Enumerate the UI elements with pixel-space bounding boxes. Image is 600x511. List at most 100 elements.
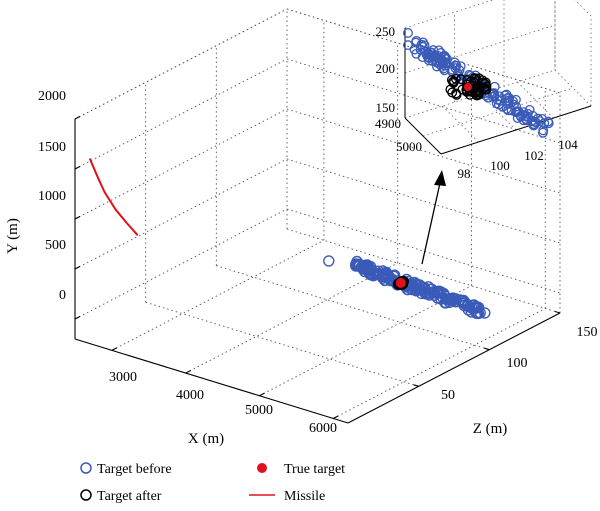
inset-gridline bbox=[404, 0, 494, 29]
inset-target-before-point bbox=[424, 53, 435, 64]
left-wall-gridline bbox=[74, 108, 288, 220]
target-before-point bbox=[464, 301, 476, 313]
legend-label-true-target: True target bbox=[284, 462, 345, 477]
y-tick-mark bbox=[74, 215, 81, 220]
true-target-series bbox=[395, 277, 406, 288]
inset-target-before-point bbox=[426, 50, 437, 61]
target-before-point bbox=[361, 259, 373, 271]
back-wall-gridline bbox=[286, 158, 561, 244]
x-axis-line bbox=[74, 338, 349, 424]
target-before-point bbox=[372, 265, 385, 277]
x-axis-label: X (m) bbox=[188, 431, 224, 447]
inset-z-tick: 98 bbox=[458, 166, 471, 181]
inset-axes-grid bbox=[404, 0, 592, 155]
inset-target-before-point bbox=[537, 127, 548, 138]
y-tick: 500 bbox=[45, 238, 66, 253]
inset-axes: 250 200 150 4900 5000 98 100 102 104 bbox=[375, 0, 592, 181]
legend: Target before Target after True target M… bbox=[80, 462, 345, 504]
inset-target-before-point bbox=[411, 35, 422, 46]
x-tick: 5000 bbox=[245, 403, 273, 418]
target-before-point bbox=[323, 255, 335, 267]
left-wall-gridline bbox=[74, 208, 288, 320]
inset-x-axis-line bbox=[404, 117, 442, 155]
legend-label-target-after: Target after bbox=[97, 489, 162, 504]
inset-z-tick: 100 bbox=[490, 158, 510, 173]
inset-target-after-point bbox=[448, 77, 459, 88]
inset-x-tick: 4900 bbox=[375, 116, 401, 131]
y-tick-mark bbox=[74, 165, 81, 170]
x-tick: 4000 bbox=[176, 388, 204, 403]
floor-gridline bbox=[333, 308, 546, 419]
zoom-arrow-shaft bbox=[421, 182, 441, 265]
inset-target-before-point bbox=[439, 52, 450, 63]
target-before-point bbox=[471, 301, 483, 313]
target-before-point bbox=[457, 294, 470, 307]
y-tick: 0 bbox=[59, 288, 66, 303]
y-tick-mark bbox=[74, 315, 81, 320]
back-wall-gridline bbox=[286, 58, 561, 144]
inset-target-after-point bbox=[471, 73, 482, 84]
inset-y-tick: 150 bbox=[376, 100, 396, 115]
x-tick: 3000 bbox=[109, 370, 137, 385]
x-tick-mark bbox=[185, 369, 191, 374]
y-tick: 1500 bbox=[38, 140, 66, 155]
y-tick: 2000 bbox=[38, 89, 66, 104]
inset-target-before-point bbox=[449, 57, 460, 68]
inset-z-axis-line bbox=[440, 105, 592, 155]
z-tick-mark bbox=[484, 347, 490, 351]
zoom-arrow bbox=[421, 170, 446, 265]
zoom-arrow-head bbox=[434, 170, 446, 186]
inset-target-after-series bbox=[445, 73, 492, 101]
z-axis-label: Z (m) bbox=[473, 421, 508, 437]
target-before-point bbox=[350, 258, 362, 270]
target-before-point bbox=[365, 265, 377, 277]
y-tick-mark bbox=[74, 265, 81, 270]
floor-gridline bbox=[185, 262, 398, 374]
z-tick-mark bbox=[413, 384, 419, 387]
inset-box-edge bbox=[574, 0, 592, 17]
inset-true-target-point bbox=[464, 83, 472, 91]
box-edge bbox=[74, 8, 288, 120]
target-before-point bbox=[479, 307, 491, 319]
inset-gridline bbox=[404, 24, 556, 74]
y-tick-mark bbox=[74, 115, 81, 120]
legend-marker-target-before bbox=[80, 462, 92, 474]
inset-target-before-point bbox=[440, 58, 451, 69]
inset-target-before-point bbox=[529, 116, 540, 127]
inset-target-before-point bbox=[511, 101, 522, 112]
inset-target-before-point bbox=[438, 59, 449, 70]
left-wall-gridline bbox=[74, 158, 288, 270]
target-before-point bbox=[447, 294, 459, 307]
target-before-point bbox=[433, 285, 445, 297]
y-tick: 1000 bbox=[38, 189, 66, 204]
inset-gridline bbox=[442, 105, 479, 143]
inset-target-before-point bbox=[512, 113, 523, 123]
legend-marker-true-target bbox=[257, 463, 267, 473]
target-before-point bbox=[420, 286, 433, 299]
z-tick-mark bbox=[554, 310, 561, 314]
z-tick: 100 bbox=[507, 356, 528, 371]
inset-target-before-point bbox=[512, 106, 523, 117]
inset-target-before-point bbox=[532, 113, 543, 124]
inset-target-after-point bbox=[472, 90, 482, 101]
main-axes-grid bbox=[74, 8, 561, 424]
missile-series bbox=[88, 158, 139, 236]
legend-label-missile: Missile bbox=[284, 489, 325, 504]
inset-target-before-point bbox=[418, 37, 429, 48]
inset-target-before-point bbox=[518, 107, 529, 118]
inset-target-after-point bbox=[481, 84, 492, 95]
y-axis-label: Y (m) bbox=[5, 218, 21, 254]
left-wall-gridline bbox=[74, 58, 288, 170]
inset-x-tick: 5000 bbox=[396, 139, 422, 154]
legend-label-target-before: Target before bbox=[97, 462, 172, 477]
target-before-point bbox=[353, 260, 365, 272]
x-tick-mark bbox=[111, 347, 118, 351]
main-axes-ticks: 2000 1500 1000 500 0 3000 4000 5000 6000… bbox=[38, 89, 598, 436]
true-target-point bbox=[395, 277, 406, 288]
x-tick-mark bbox=[332, 415, 339, 419]
z-axis-line bbox=[347, 312, 561, 424]
z-tick: 50 bbox=[441, 388, 455, 403]
inset-target-after-point bbox=[479, 82, 490, 93]
floor-gridline bbox=[259, 285, 472, 397]
